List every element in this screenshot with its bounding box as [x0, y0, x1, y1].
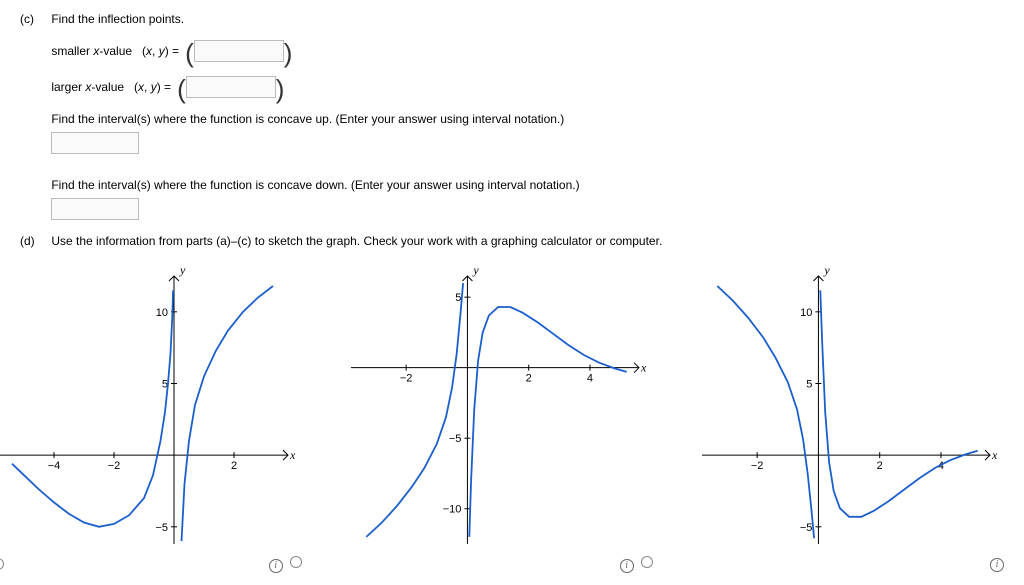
svg-text:x: x: [289, 448, 296, 462]
graph-1-svg: xy−4−22−5510: [0, 262, 302, 552]
graph-1-radio[interactable]: [0, 558, 4, 570]
info-icon[interactable]: i: [269, 559, 283, 573]
svg-text:−2: −2: [108, 460, 121, 472]
svg-text:x: x: [640, 361, 647, 375]
graphs-row: x y −4 −2 2 −5 5 10 i x y −2 2 4 −10 −5 5 i x y −2 2 4 −5 5 1…: [0, 262, 1004, 573]
part-d-label: (d): [20, 234, 48, 248]
svg-text:2: 2: [526, 373, 532, 385]
svg-text:y: y: [472, 263, 479, 277]
svg-text:5: 5: [806, 378, 812, 390]
svg-text:10: 10: [800, 307, 812, 319]
svg-text:−4: −4: [48, 460, 61, 472]
svg-text:2: 2: [877, 460, 883, 472]
smaller-label: smaller x-value: [51, 44, 132, 58]
larger-label: larger x-value: [51, 80, 124, 94]
rparen-icon: ): [284, 43, 293, 63]
graph-2-aux-radio[interactable]: [641, 556, 653, 568]
graph-2-svg: x y −2 2 4 −10 −5 5: [343, 262, 653, 552]
svg-text:−5: −5: [449, 433, 462, 445]
lparen-icon: (: [185, 43, 194, 63]
svg-text:−5: −5: [800, 522, 813, 534]
graph-3: xy−224−5510 i: [694, 262, 1004, 573]
graph-2: x y −2 2 4 −10 −5 5 i: [343, 262, 653, 573]
concave-up-instr: Find the interval(s) where the function …: [51, 112, 1003, 126]
svg-text:5: 5: [455, 292, 461, 304]
larger-input[interactable]: [186, 76, 276, 98]
svg-text:−5: −5: [155, 522, 168, 534]
svg-text:−10: −10: [443, 504, 462, 516]
smaller-row: smaller x-value (x, y) = ( ): [51, 40, 1003, 62]
part-c-title: Find the inflection points.: [51, 12, 1003, 26]
concave-down-input[interactable]: [51, 198, 139, 220]
svg-text:−2: −2: [400, 373, 413, 385]
info-icon[interactable]: i: [620, 559, 634, 573]
svg-text:4: 4: [587, 373, 593, 385]
rparen-icon: ): [276, 79, 285, 99]
smaller-eq: (x, y) =: [142, 44, 179, 58]
part-d: (d) Use the information from parts (a)–(…: [20, 234, 1004, 248]
part-d-title: Use the information from parts (a)–(c) t…: [51, 234, 1003, 248]
concave-down-instr: Find the interval(s) where the function …: [51, 178, 1003, 192]
graph-3-svg: xy−224−5510: [694, 262, 1004, 552]
larger-eq: (x, y) =: [134, 80, 171, 94]
svg-text:x: x: [991, 448, 998, 462]
svg-text:10: 10: [156, 307, 168, 319]
svg-text:−2: −2: [751, 460, 764, 472]
svg-text:y: y: [179, 263, 186, 277]
part-c: (c) Find the inflection points. smaller …: [20, 12, 1004, 220]
svg-text:2: 2: [231, 460, 237, 472]
lparen-icon: (: [177, 79, 186, 99]
graph-1-aux-radio[interactable]: [290, 556, 302, 568]
concave-up-input[interactable]: [51, 132, 139, 154]
larger-row: larger x-value (x, y) = ( ): [51, 76, 1003, 98]
part-c-label: (c): [20, 12, 48, 26]
svg-text:y: y: [823, 263, 830, 277]
info-icon[interactable]: i: [990, 558, 1004, 572]
graph-1: xy−4−22−5510 i: [0, 262, 302, 573]
smaller-input[interactable]: [194, 40, 284, 62]
